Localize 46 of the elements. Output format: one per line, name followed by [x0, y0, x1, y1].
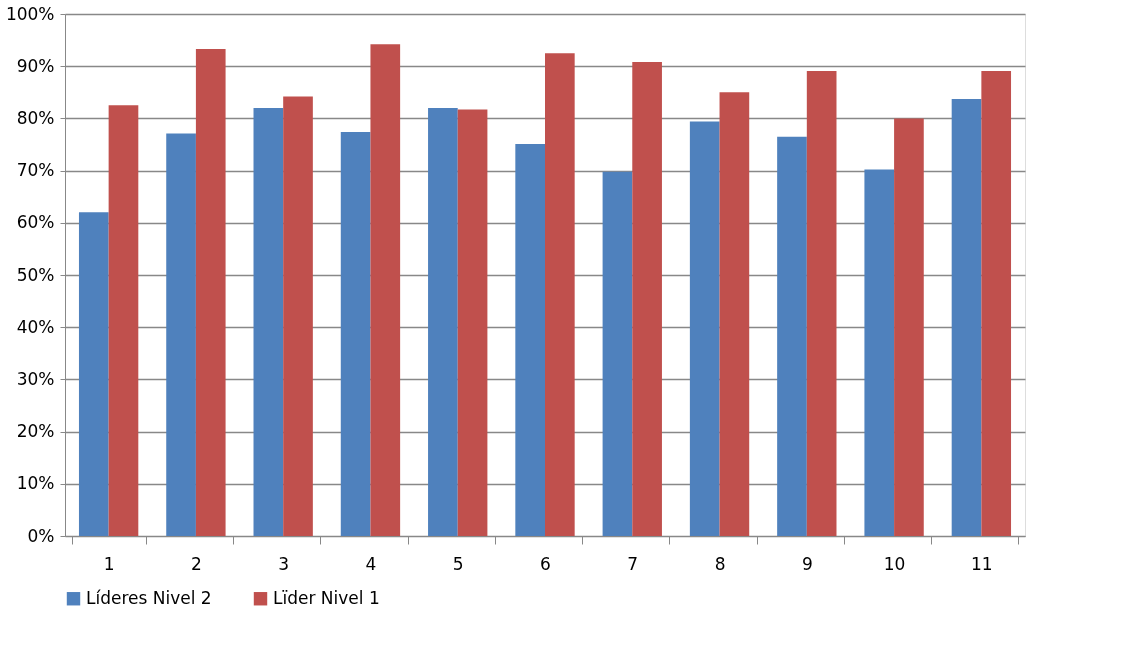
x-tick-label: 6 — [540, 553, 551, 574]
bar — [370, 44, 401, 536]
y-tick-label: 30% — [16, 368, 55, 389]
x-tick-label: 9 — [801, 553, 813, 574]
bar — [78, 212, 109, 536]
legend-label: Lïder Nivel 1 — [273, 587, 380, 608]
x-tick-label: 10 — [883, 553, 906, 574]
bar — [894, 118, 924, 536]
bar — [108, 105, 139, 536]
bar — [602, 171, 633, 536]
x-tick-label: 2 — [191, 553, 202, 574]
bar — [806, 70, 837, 536]
bar — [719, 92, 750, 536]
bar — [166, 133, 196, 536]
bar — [195, 48, 226, 536]
bar — [981, 70, 1012, 536]
bar — [457, 109, 488, 536]
x-tick-label: 4 — [365, 553, 377, 574]
y-tick-label: 80% — [16, 107, 55, 128]
bar — [632, 62, 662, 536]
y-tick-label: 50% — [16, 264, 55, 285]
x-tick-label: 3 — [278, 553, 290, 574]
y-tick-label: 90% — [16, 55, 55, 76]
bar — [253, 107, 284, 536]
bar — [545, 53, 575, 536]
bar — [689, 121, 720, 536]
y-tick-label: 0% — [27, 525, 55, 546]
bar — [777, 136, 807, 536]
y-tick-label: 70% — [16, 160, 55, 181]
y-tick-label: 10% — [16, 473, 55, 494]
y-tick-label: 20% — [16, 421, 55, 442]
x-tick-label: 1 — [103, 553, 115, 574]
bar — [283, 96, 313, 536]
y-tick-label: 60% — [16, 212, 55, 233]
bar — [428, 107, 458, 536]
x-tick-label: 8 — [714, 553, 726, 574]
y-tick-label: 40% — [16, 316, 55, 337]
legend-label: Líderes Nivel 2 — [86, 587, 212, 608]
bar — [515, 143, 545, 536]
bar — [340, 131, 371, 536]
x-tick-label: 7 — [627, 553, 639, 574]
bar — [864, 169, 895, 536]
y-tick-label: 100% — [5, 3, 55, 24]
x-tick-label: 11 — [971, 553, 993, 574]
bar — [951, 99, 982, 536]
x-tick-label: 5 — [452, 553, 464, 574]
